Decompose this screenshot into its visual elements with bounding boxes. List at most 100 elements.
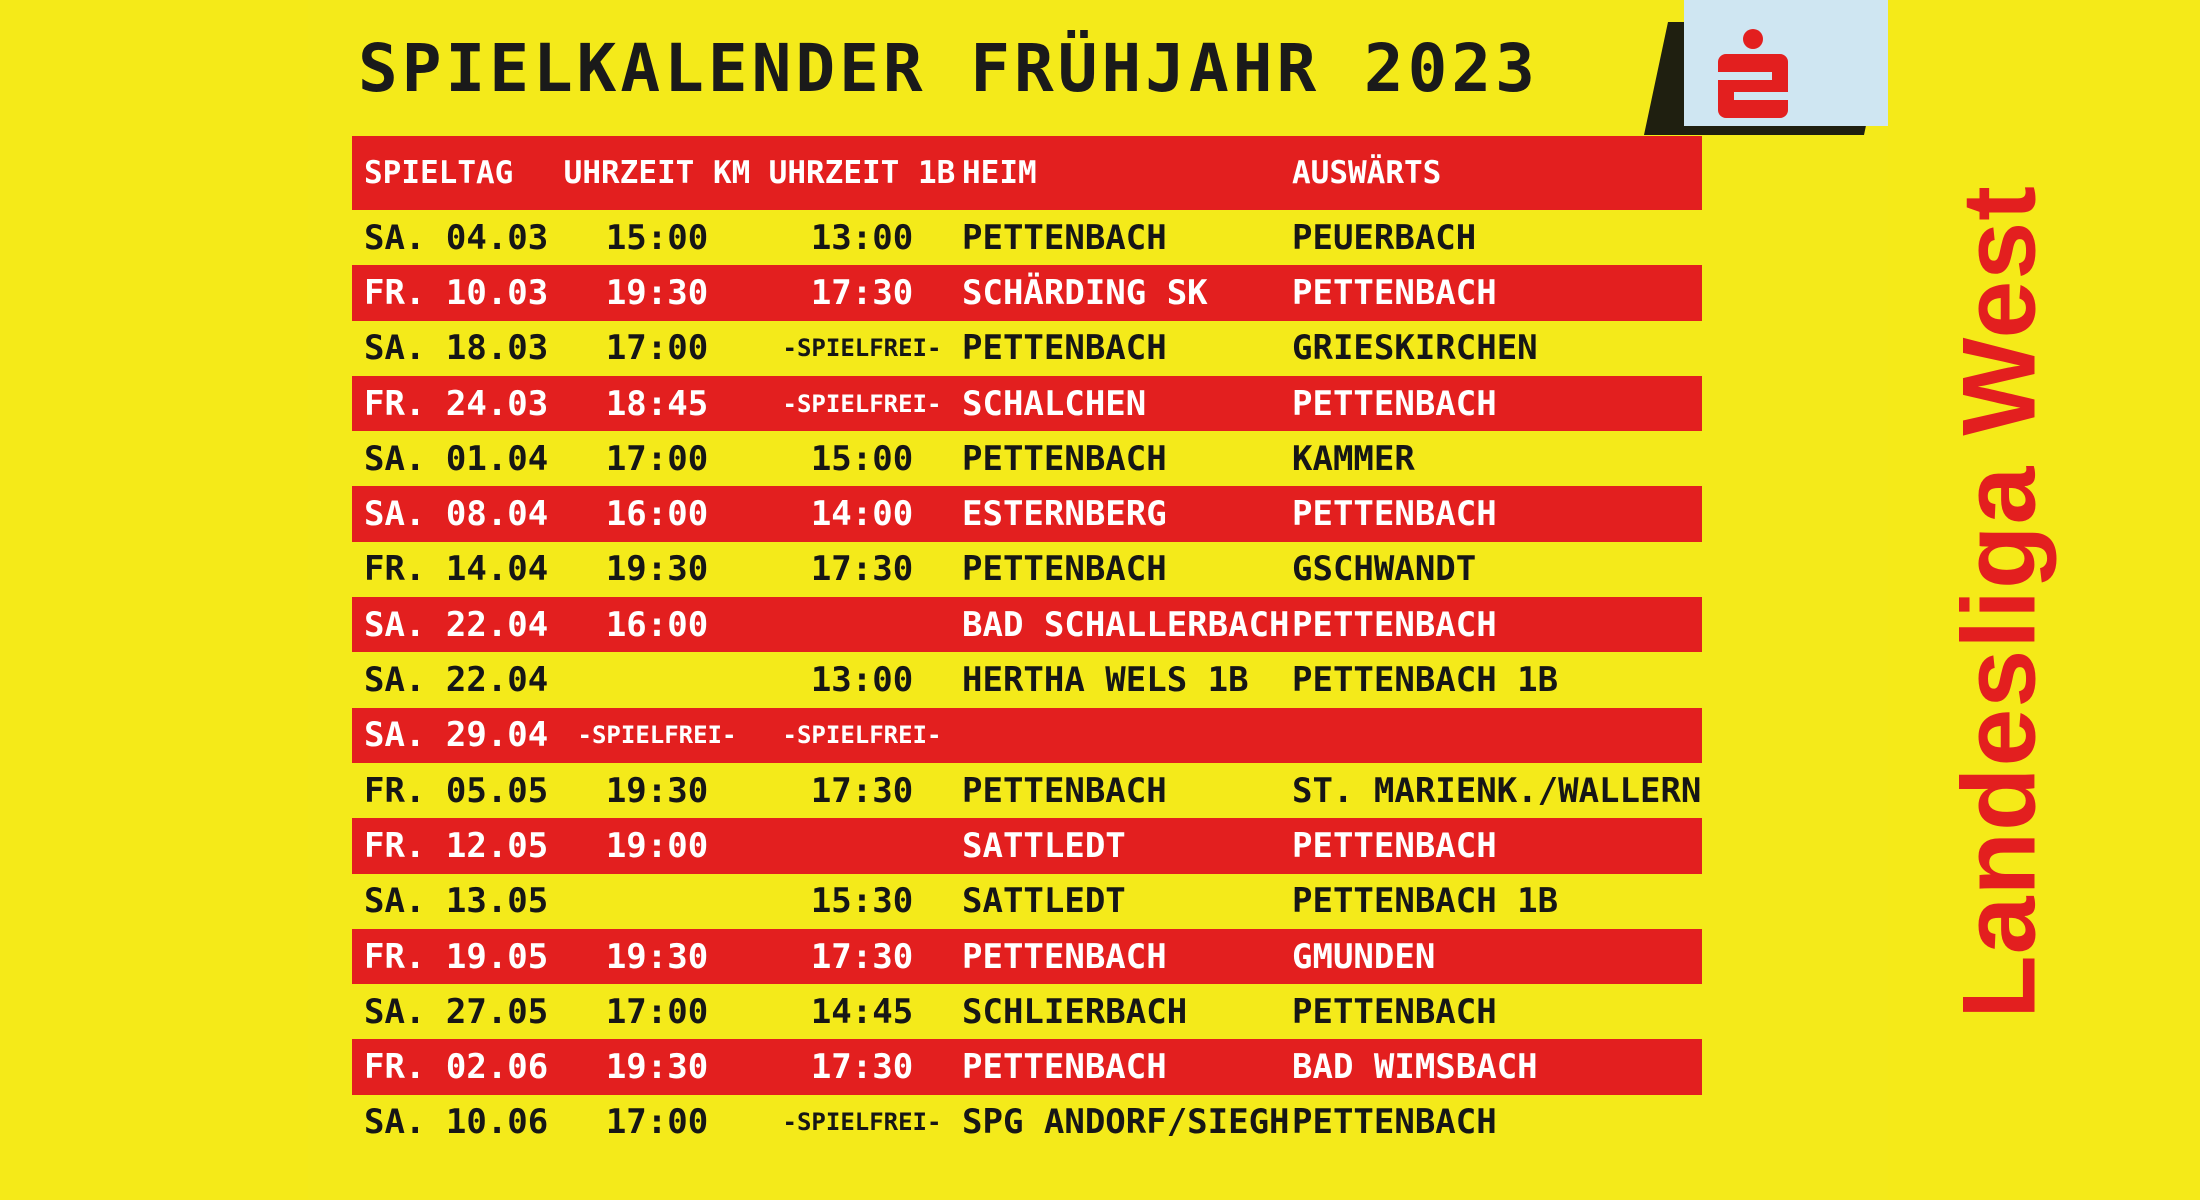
time-km: 15:00 (605, 217, 709, 258)
home-team: ESTERNBERG (962, 486, 1292, 542)
home-team: SATTLEDT (962, 818, 1292, 874)
home-team: SCHÄRDING SK (962, 265, 1292, 321)
match-day: SA. 01.04. (364, 438, 552, 479)
home-team: PETTENBACH (962, 770, 1167, 811)
header-spieltag: SPIELTAG (352, 136, 552, 210)
away-team: PETTENBACH (1292, 486, 1702, 542)
home-team: HERTHA WELS 1B (962, 660, 1249, 701)
table-row: SA. 27.05. 17:00 14:45 SCHLIERBACH PETTENBAC… (352, 984, 1702, 1039)
away-team: KAMMER (1292, 438, 1415, 479)
match-day: SA. 13.05. (364, 881, 552, 922)
header-heim: HEIM (962, 136, 1292, 210)
away-team: ST. MARIENK./WALLERN 1B (1292, 770, 1702, 811)
home-team: SPG ANDORF/SIEGH. (962, 1102, 1292, 1143)
away-team: PETTENBACH (1292, 597, 1702, 653)
header-row: SPIELTAG UHRZEIT KM UHRZEIT 1B HEIM AUSW… (352, 136, 1702, 210)
time-km: 17:00 (605, 328, 709, 369)
match-day: FR. 10.03. (352, 265, 552, 321)
home-team: PETTENBACH (962, 217, 1167, 258)
match-day: SA. 22.04. (364, 660, 552, 701)
time-km: 19:30 (605, 770, 709, 811)
time-km: 17:00 (605, 1102, 709, 1143)
time-km: 18:45 (552, 375, 762, 432)
time-km: 19:30 (605, 549, 709, 590)
table-row: FR. 12.05. 19:00 SATTLEDT PETTENBACH (352, 818, 1702, 874)
time-km: 17:00 (605, 991, 709, 1032)
time-1b: -SPIELFREI- (782, 1108, 942, 1137)
time-1b: 17:30 (762, 1039, 962, 1095)
header-uhrzeit-1b: UHRZEIT 1B (762, 136, 962, 210)
away-team: GRIESKIRCHEN (1292, 328, 1538, 369)
match-day: SA. 27.05. (364, 991, 552, 1032)
table-row: SA. 29.04. -SPIELFREI- -SPIELFREI- (352, 707, 1702, 763)
table-row: SA. 01.04. 17:00 15:00 PETTENBACH KAMMER (352, 431, 1702, 486)
home-team: PETTENBACH (962, 928, 1292, 985)
home-team: BAD SCHALLERBACH (962, 597, 1292, 653)
away-team: PETTENBACH (1292, 991, 1497, 1032)
home-team: SATTLEDT (962, 881, 1126, 922)
time-km: 19:30 (552, 265, 762, 321)
away-team: PEUERBACH (1292, 217, 1477, 258)
time-1b: -SPIELFREI- (762, 707, 962, 763)
away-team: PETTENBACH (1292, 375, 1702, 432)
poster: SPIELKALENDER FRÜHJAHR 2023 Landesliga W… (308, 0, 2058, 1200)
time-1b: 13:00 (810, 660, 914, 701)
time-km: 17:00 (605, 438, 709, 479)
time-km (552, 652, 762, 707)
schedule-table: SPIELTAG UHRZEIT KM UHRZEIT 1B HEIM AUSW… (352, 136, 1702, 1150)
home-team: PETTENBACH (962, 549, 1167, 590)
time-1b: 17:30 (762, 265, 962, 321)
table-row: FR. 05.05. 19:30 17:30 PETTENBACH ST. MARIEN… (352, 763, 1702, 818)
away-team: PETTENBACH 1B (1292, 881, 1559, 922)
time-1b: 15:00 (810, 438, 914, 479)
page-title: SPIELKALENDER FRÜHJAHR 2023 (358, 30, 1539, 107)
away-team: PETTENBACH (1292, 818, 1702, 874)
time-1b (762, 818, 962, 874)
table-row: SA. 10.06. 17:00 -SPIELFREI- SPG ANDORF/SIE… (352, 1095, 1702, 1150)
match-day: SA. 18.03. (364, 328, 552, 369)
time-km: 16:00 (552, 486, 762, 542)
match-day: FR. 12.05. (352, 818, 552, 874)
time-km (552, 874, 762, 929)
time-1b: -SPIELFREI- (782, 334, 942, 363)
time-1b: 15:30 (810, 881, 914, 922)
header-auswaerts: AUSWÄRTS (1292, 136, 1702, 210)
home-team (962, 707, 1292, 763)
home-team: SCHALCHEN (962, 375, 1292, 432)
time-1b: 14:45 (810, 991, 914, 1032)
table-row: SA. 18.03. 17:00 -SPIELFREI- PETTENBACH GRIE… (352, 321, 1702, 376)
away-team: GSCHWANDT (1292, 549, 1477, 590)
away-team: PETTENBACH 1B (1292, 660, 1559, 701)
sparkasse-s-icon (1718, 29, 1788, 118)
away-team (1292, 707, 1702, 763)
match-day: SA. 10.06. (364, 1102, 552, 1143)
time-km: 19:30 (552, 1039, 762, 1095)
table-row: SA. 08.04. 16:00 14:00 ESTERNBERG PETTENBACH (352, 486, 1702, 542)
match-day: FR. 19.05. (352, 928, 552, 985)
table-row: FR. 14.04. 19:30 17:30 PETTENBACH GSCHWANDT (352, 542, 1702, 597)
time-1b: 13:00 (810, 217, 914, 258)
home-team: PETTENBACH (962, 438, 1167, 479)
match-day: SA. 08.04. (352, 486, 552, 542)
time-1b: 17:30 (810, 770, 914, 811)
time-1b: -SPIELFREI- (762, 375, 962, 432)
table-row: SA. 22.04. 16:00 BAD SCHALLERBACH PETTENBAC… (352, 597, 1702, 653)
table-row: FR. 02.06. 19:30 17:30 PETTENBACH BAD WIMSBA… (352, 1039, 1702, 1095)
match-day: SA. 22.04. (352, 597, 552, 653)
time-km: -SPIELFREI- (552, 707, 762, 763)
table-row: FR. 19.05. 19:30 17:30 PETTENBACH GMUNDEN (352, 928, 1702, 985)
time-1b: 14:00 (762, 486, 962, 542)
away-team: GMUNDEN (1292, 928, 1702, 985)
table-row: FR. 10.03. 19:30 17:30 SCHÄRDING SK PETTENBA… (352, 265, 1702, 321)
time-km: 16:00 (552, 597, 762, 653)
table-row: SA. 13.05. 15:30 SATTLEDT PETTENBACH 1B (352, 874, 1702, 929)
time-km: 19:30 (552, 928, 762, 985)
table-row: SA. 04.03. 15:00 13:00 PETTENBACH PEUERBACH (352, 210, 1702, 265)
away-team: PETTENBACH (1292, 1102, 1497, 1143)
time-km: 19:00 (552, 818, 762, 874)
header-uhrzeit-km: UHRZEIT KM (552, 136, 762, 210)
match-day: FR. 24.03. (352, 375, 552, 432)
table-row: SA. 22.04. 13:00 HERTHA WELS 1B PETTENBACH … (352, 652, 1702, 707)
away-team: PETTENBACH (1292, 265, 1702, 321)
time-1b: 17:30 (810, 549, 914, 590)
